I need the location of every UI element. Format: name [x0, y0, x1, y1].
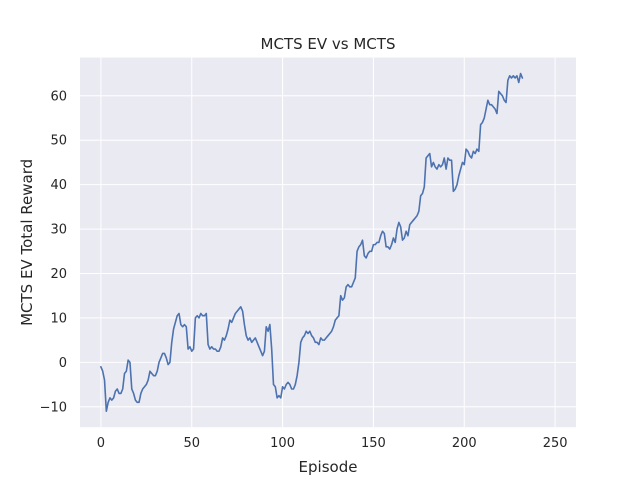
- x-gridlines: [100, 57, 556, 428]
- y-tick-label: 50: [50, 134, 67, 149]
- x-tick-label: 200: [452, 436, 477, 451]
- x-tick-label: 0: [97, 436, 105, 451]
- y-gridlines: [80, 95, 576, 408]
- y-tick-label: 0: [59, 356, 67, 371]
- x-tick-labels: 0 50 100 150 200 250: [97, 436, 568, 451]
- y-tick-label: 40: [50, 178, 67, 193]
- x-tick-label: 50: [183, 436, 200, 451]
- x-tick-label: 250: [543, 436, 568, 451]
- y-tick-labels: −10 0 10 20 30 40 50 60: [40, 89, 67, 415]
- series-line: [100, 72, 524, 413]
- y-tick-label: 20: [50, 267, 67, 282]
- y-tick-label: 10: [50, 311, 67, 326]
- x-tick-label: 100: [270, 436, 295, 451]
- x-tick-label: 150: [361, 436, 386, 451]
- y-axis-label: MCTS EV Total Reward: [18, 159, 36, 326]
- chart-title: MCTS EV vs MCTS: [261, 35, 396, 53]
- x-axis-label: Episode: [299, 458, 358, 476]
- plot-area: [80, 57, 576, 428]
- y-tick-label: 30: [50, 223, 67, 238]
- y-tick-label: 60: [50, 89, 67, 104]
- y-tick-label: −10: [40, 400, 67, 415]
